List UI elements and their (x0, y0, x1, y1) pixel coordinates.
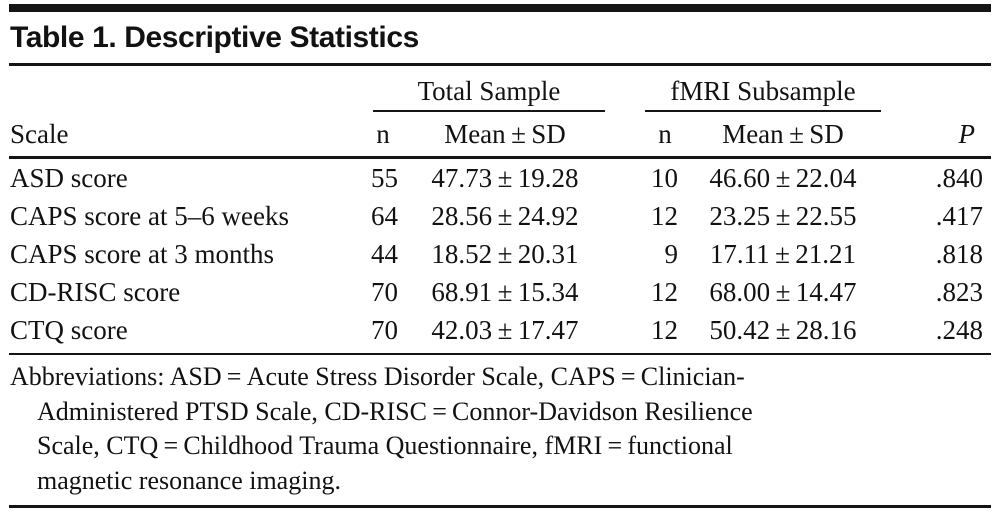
col-group-fmri-subsample: fMRI Subsample (645, 76, 881, 112)
header-fmri-n: n (658, 118, 672, 149)
cell-p-value: .840 (935, 162, 983, 193)
col-group-total-sample: Total Sample (373, 76, 605, 112)
header-p: P (958, 118, 976, 149)
cell-total-mean-sd: 42.03 ± 17.47 (431, 314, 579, 345)
cell-p-value: .417 (935, 200, 983, 231)
cell-fmri-n: 10 (651, 162, 678, 193)
header-scale: Scale (10, 118, 69, 149)
footnote-line: Scale, CTQ = Childhood Trauma Questionna… (37, 431, 733, 460)
table-title: Table 1. Descriptive Statistics (10, 21, 419, 54)
header-total-mean-sd: Mean ± SD (444, 118, 566, 149)
header-rule (9, 156, 991, 159)
cell-scale: CAPS score at 3 months (10, 238, 275, 269)
bottom-rule (9, 505, 991, 508)
cell-p-value: .248 (935, 314, 983, 345)
cell-total-n: 70 (371, 314, 398, 345)
cell-p-value: .818 (935, 238, 983, 269)
cell-total-mean-sd: 68.91 ± 15.34 (431, 276, 579, 307)
cell-total-n: 70 (371, 276, 398, 307)
table-row: CAPS score at 3 months 44 18.52 ± 20.31 … (9, 235, 991, 273)
header-total-n: n (376, 118, 390, 149)
cell-fmri-n: 9 (664, 238, 679, 269)
cell-scale: ASD score (10, 162, 128, 193)
cell-total-mean-sd: 47.73 ± 19.28 (431, 162, 579, 193)
cell-total-mean-sd: 18.52 ± 20.31 (431, 238, 579, 269)
footnote-line: magnetic resonance imaging. (37, 465, 341, 495)
title-rule (9, 63, 991, 66)
table-row: CTQ score 70 42.03 ± 17.47 12 50.42 ± 28… (9, 311, 991, 349)
footnote-rule (9, 353, 991, 355)
column-header-row: Scale n Mean ± SD n Mean ± SD P (9, 112, 991, 156)
cell-scale: CAPS score at 5–6 weeks (10, 200, 289, 231)
cell-fmri-n: 12 (651, 276, 678, 307)
table-row: ASD score 55 47.73 ± 19.28 10 46.60 ± 22… (9, 159, 991, 197)
cell-fmri-mean-sd: 46.60 ± 22.04 (709, 162, 857, 193)
footnote: Abbreviations: ASD = Acute Stress Disord… (9, 360, 991, 498)
cell-fmri-n: 12 (651, 200, 678, 231)
cell-total-n: 44 (371, 238, 398, 269)
cell-fmri-mean-sd: 68.00 ± 14.47 (709, 276, 857, 307)
table-row: CD-RISC score 70 68.91 ± 15.34 12 68.00 … (9, 273, 991, 311)
column-group-row: Total Sample fMRI Subsample (9, 66, 991, 112)
cell-fmri-mean-sd: 23.25 ± 22.55 (709, 200, 857, 231)
cell-fmri-n: 12 (651, 314, 678, 345)
cell-p-value: .823 (935, 276, 983, 307)
footnote-line: Abbreviations: ASD = Acute Stress Disord… (10, 362, 745, 391)
cell-scale: CTQ score (10, 314, 128, 345)
cell-total-n: 64 (371, 200, 398, 231)
cell-fmri-mean-sd: 50.42 ± 28.16 (709, 314, 857, 345)
table-row: CAPS score at 5–6 weeks 64 28.56 ± 24.92… (9, 197, 991, 235)
cell-fmri-mean-sd: 17.11 ± 21.21 (709, 238, 857, 269)
header-fmri-mean-sd: Mean ± SD (722, 118, 844, 149)
top-rule (9, 4, 991, 12)
cell-scale: CD-RISC score (10, 276, 181, 307)
footnote-line: Administered PTSD Scale, CD-RISC = Conno… (37, 396, 753, 426)
cell-total-mean-sd: 28.56 ± 24.92 (431, 200, 579, 231)
cell-total-n: 55 (371, 162, 398, 193)
